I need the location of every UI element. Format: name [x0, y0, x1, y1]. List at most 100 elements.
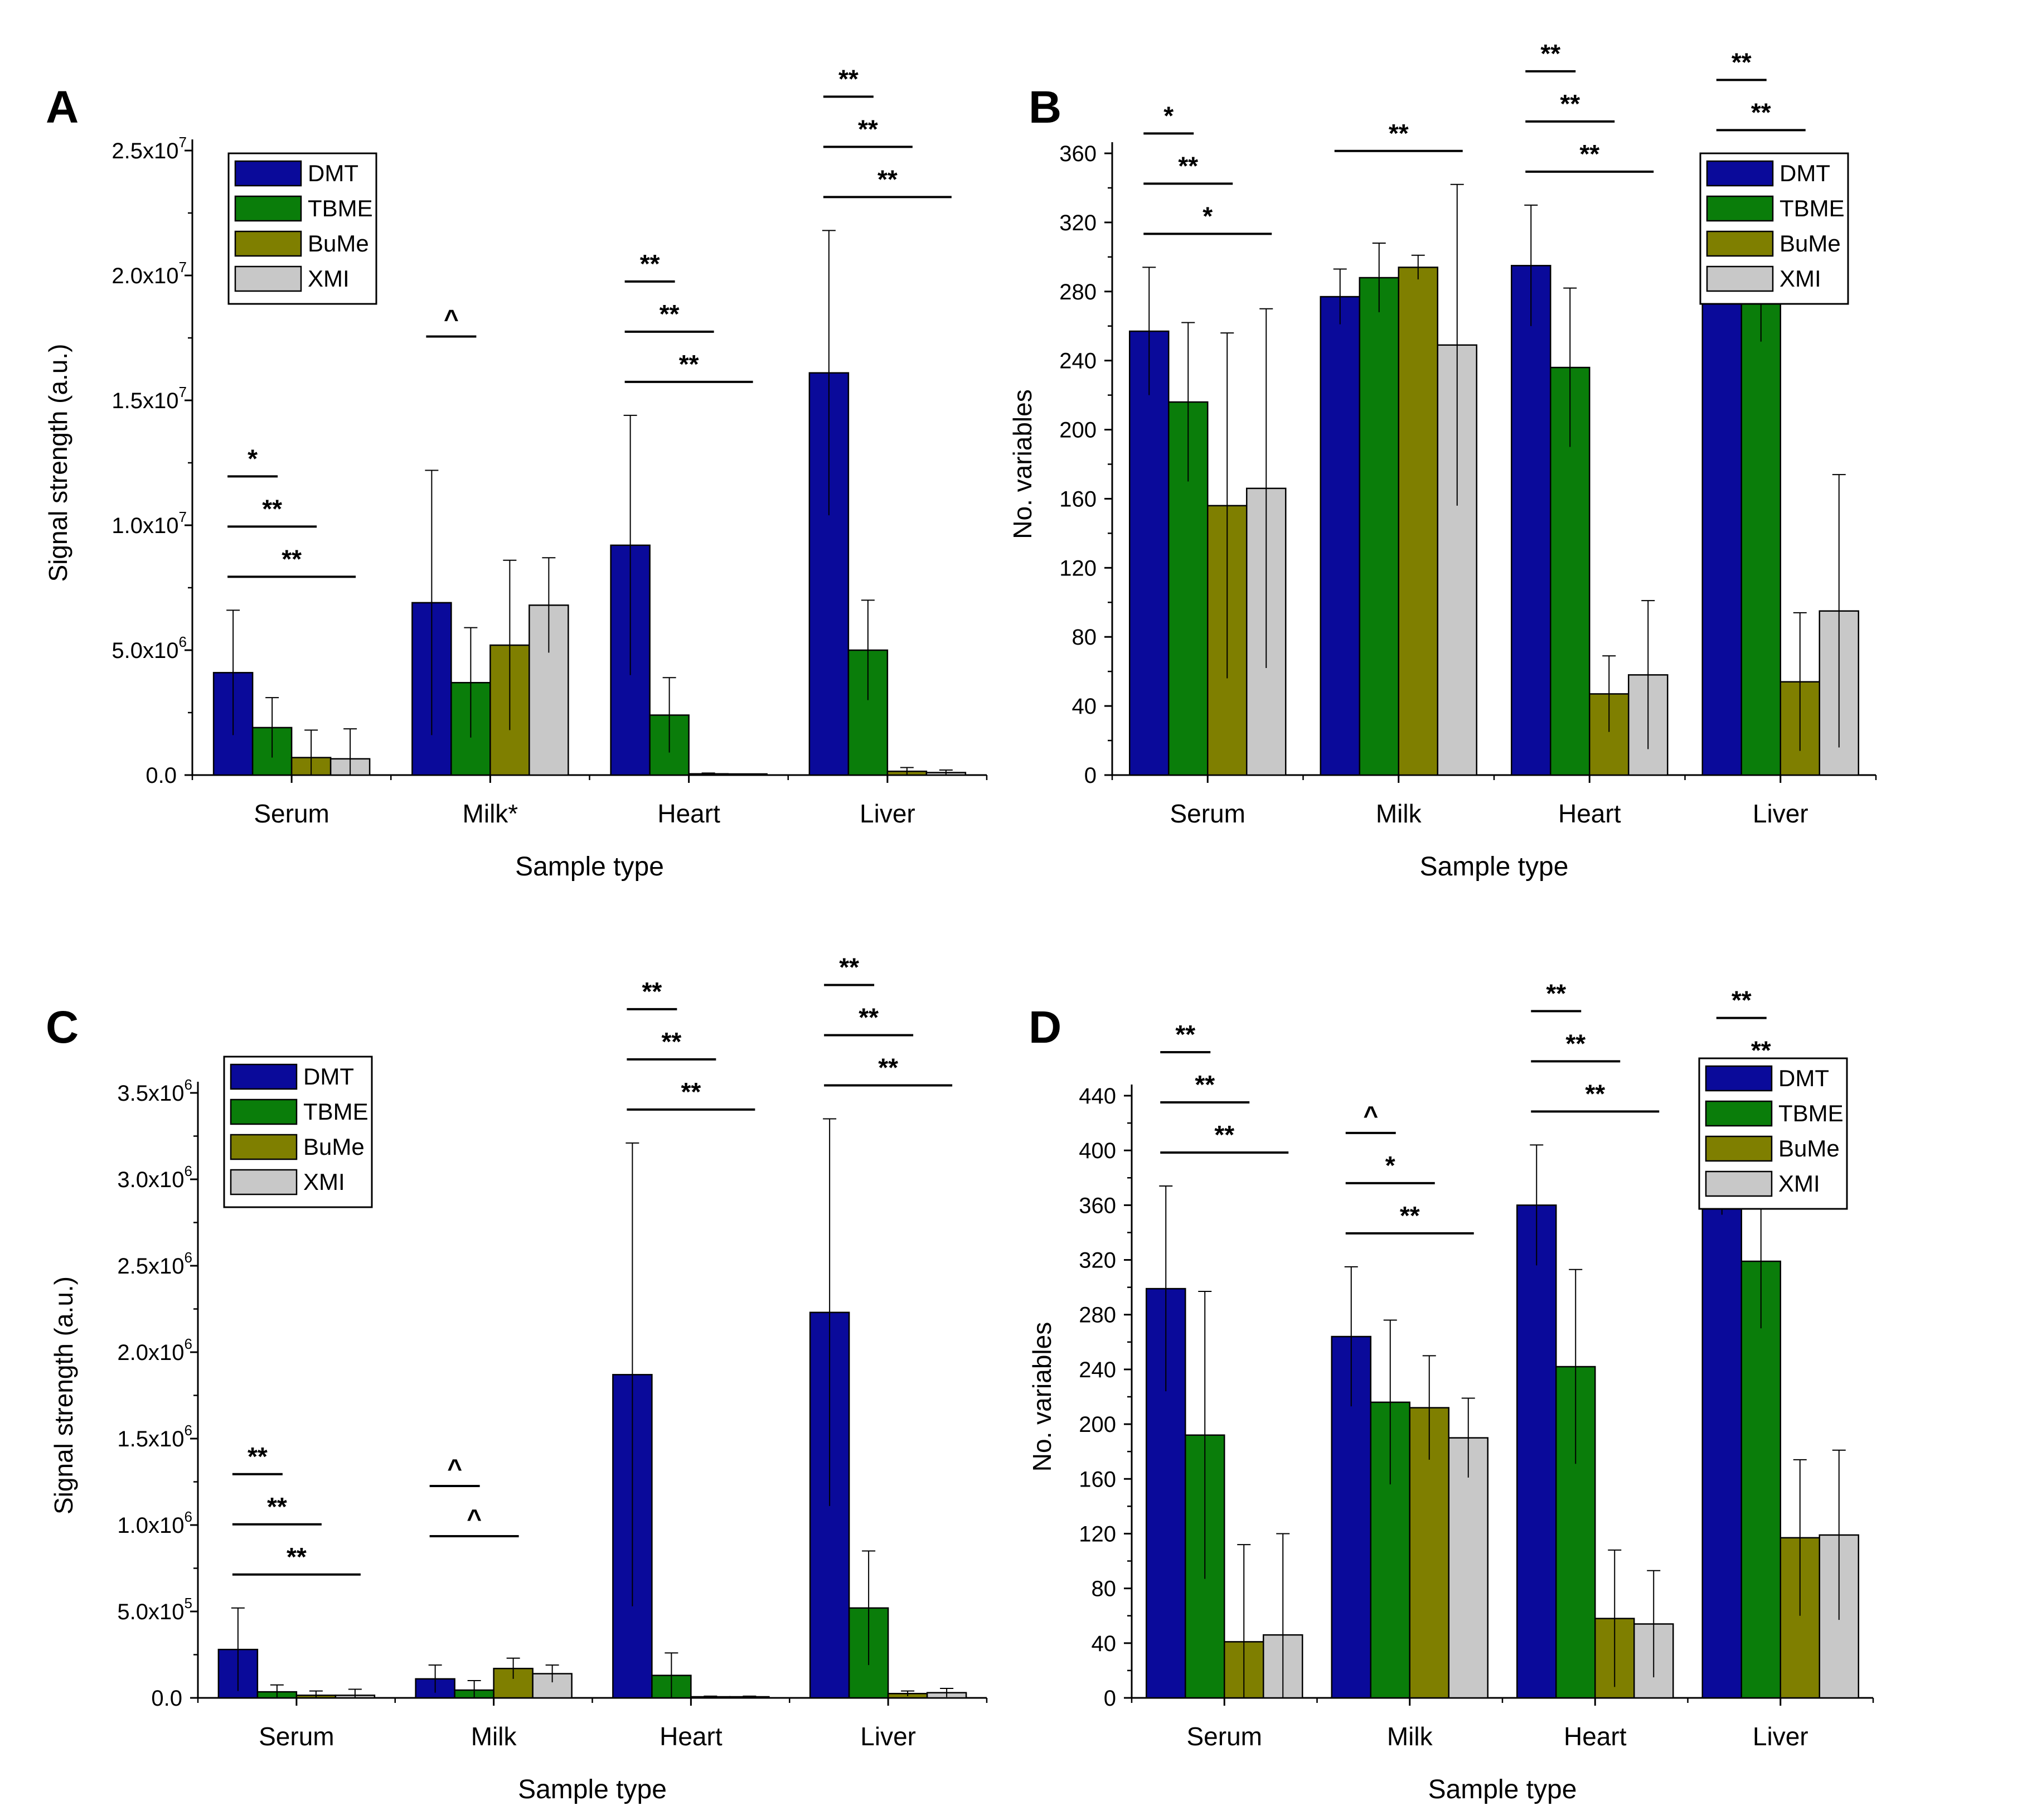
x-axis-label: Sample type: [1428, 1775, 1577, 1804]
y-tick-mantissa: 80: [1092, 1577, 1117, 1601]
bar-dmt: [1129, 330, 1170, 776]
significance-label: **: [248, 1442, 268, 1471]
significance-label: **: [1389, 119, 1409, 148]
y-tick-label: 2.0x106: [117, 1335, 192, 1365]
y-tick-exponent: 6: [185, 1422, 192, 1439]
significance-label: *: [1163, 101, 1174, 130]
bar-dmt: [1516, 1204, 1557, 1699]
legend-label: DMT: [1778, 1065, 1829, 1091]
x-tick-label: Serum: [1187, 1722, 1262, 1751]
y-tick-mantissa: 280: [1079, 1303, 1116, 1328]
legend-swatch-tbme: [230, 1098, 298, 1125]
y-tick-label: 1.5x107: [111, 384, 187, 413]
y-tick-exponent: 6: [185, 1163, 192, 1179]
y-tick-mantissa: 200: [1079, 1412, 1116, 1437]
panel-letter: B: [1029, 82, 1061, 133]
legend-label: DMT: [1779, 160, 1830, 186]
legend-label: BuMe: [1778, 1135, 1840, 1161]
legend-swatch-dmt: [234, 160, 302, 187]
legend-swatch-bume: [1706, 230, 1774, 257]
legend-swatch-bume: [234, 230, 302, 257]
y-tick-mantissa: 440: [1079, 1084, 1116, 1109]
y-tick-exponent: 7: [179, 384, 187, 400]
significance-label: **: [1560, 89, 1580, 118]
significance-label: **: [877, 164, 898, 193]
significance-label: **: [661, 1027, 681, 1056]
y-tick-mantissa: 200: [1059, 418, 1097, 443]
y-tick-mantissa: 2.5x10: [111, 139, 178, 163]
y-tick-mantissa: 0.0: [146, 763, 177, 788]
bar-tbme: [1359, 277, 1399, 776]
legend-swatch-xmi: [1706, 265, 1774, 292]
significance-label: **: [878, 1053, 898, 1082]
panel-letter: A: [46, 82, 79, 133]
legend-swatch-xmi: [230, 1169, 298, 1195]
y-axis-label: No. variables: [1027, 1322, 1056, 1472]
bar-bume: [1398, 267, 1438, 776]
y-tick-label: 0.0: [151, 1686, 182, 1711]
y-tick-exponent: 5: [185, 1595, 192, 1611]
y-tick-label: 160: [1059, 487, 1097, 511]
y-tick-mantissa: 0.0: [151, 1686, 182, 1711]
y-tick-label: 440: [1079, 1084, 1116, 1109]
y-tick-label: 1.5x106: [117, 1422, 192, 1451]
y-tick-label: 0: [1104, 1686, 1116, 1711]
y-tick-mantissa: 5.0x10: [111, 638, 178, 663]
y-tick-mantissa: 80: [1072, 625, 1097, 650]
y-tick-mantissa: 240: [1059, 349, 1097, 374]
legend-label: TBME: [1778, 1100, 1844, 1126]
y-tick-label: 80: [1072, 625, 1097, 650]
x-tick-label: Heart: [657, 799, 720, 828]
y-tick-label: 280: [1079, 1303, 1116, 1328]
y-tick-mantissa: 240: [1079, 1358, 1116, 1382]
significance-label: **: [1579, 139, 1599, 168]
y-tick-mantissa: 1.5x10: [111, 389, 178, 413]
significance-label: **: [267, 1492, 287, 1521]
x-tick-label: Milk: [1387, 1722, 1433, 1751]
bar-dmt: [1511, 265, 1551, 776]
legend-label: BuMe: [308, 230, 369, 256]
legend-swatch-tbme: [1705, 1100, 1773, 1127]
y-tick-label: 3.5x106: [117, 1076, 192, 1106]
panel-b: B 0 40 80 120 160 200 240 280 320 360 No. variables…: [1008, 39, 1877, 882]
significance-label: **: [1214, 1120, 1234, 1149]
y-axis-label: No. variables: [1008, 389, 1037, 539]
significance-label: **: [839, 953, 859, 982]
legend-label: BuMe: [303, 1134, 365, 1160]
y-tick-mantissa: 320: [1059, 211, 1097, 235]
significance-label: **: [1546, 979, 1566, 1008]
y-tick-exponent: 6: [185, 1249, 192, 1266]
legend-swatch-xmi: [234, 265, 302, 292]
x-axis-label: Sample type: [515, 852, 664, 882]
y-tick-label: 400: [1079, 1139, 1116, 1163]
legend-swatch-xmi: [1705, 1170, 1773, 1197]
y-tick-label: 40: [1092, 1632, 1117, 1656]
y-tick-mantissa: 360: [1059, 142, 1097, 166]
legend-label: TBME: [1779, 195, 1845, 221]
significance-label: **: [1195, 1070, 1215, 1099]
legend-swatch-bume: [1705, 1135, 1773, 1162]
significance-label: **: [679, 350, 699, 379]
significance-label: **: [1178, 151, 1198, 180]
legend-swatch-bume: [230, 1134, 298, 1160]
y-tick-mantissa: 2.0x10: [111, 264, 178, 288]
significance-label: ^: [447, 1454, 462, 1483]
legend-label: XMI: [303, 1169, 345, 1195]
bar-dmt: [1701, 246, 1742, 776]
x-axis-label: Sample type: [1420, 852, 1569, 882]
panel-c: C0.05.0x1051.0x1061.5x1062.0x1062.5x1063…: [46, 953, 988, 1804]
y-tick-label: 320: [1059, 211, 1097, 235]
significance-label: **: [1565, 1029, 1585, 1058]
legend-swatch-tbme: [1706, 195, 1774, 222]
y-tick-label: 40: [1072, 694, 1097, 719]
y-tick-label: 2.5x107: [111, 134, 187, 163]
y-tick-label: 360: [1059, 142, 1097, 166]
bar-dmt: [1701, 1182, 1742, 1699]
significance-label: *: [1385, 1151, 1395, 1180]
y-tick-exponent: 7: [179, 259, 187, 275]
y-tick-exponent: 6: [185, 1076, 192, 1093]
legend-label: XMI: [1778, 1170, 1820, 1197]
y-tick-label: 120: [1079, 1522, 1116, 1546]
legend-label: BuMe: [1779, 230, 1841, 256]
